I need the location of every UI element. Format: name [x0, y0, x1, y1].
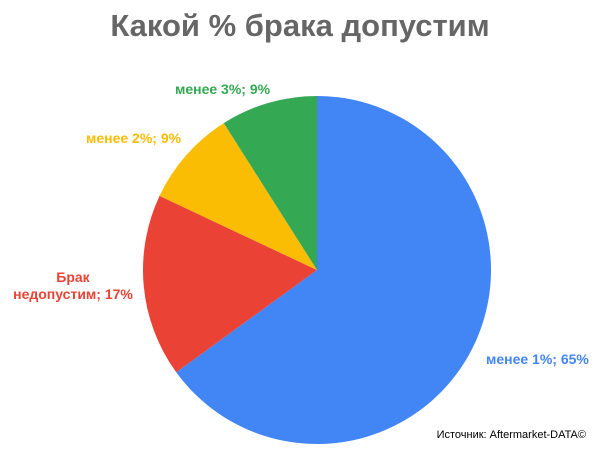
label-less-1pct: менее 1%; 65% — [486, 351, 589, 367]
label-less-2pct: менее 2%; 9% — [86, 130, 182, 146]
source-note: Источник: Aftermarket-DATA© — [436, 429, 586, 441]
chart-title: Какой % брака допустим — [110, 8, 490, 43]
slice-less-1pct — [176, 96, 492, 444]
slice-not-allowed — [142, 195, 317, 373]
slice-less-3pct — [223, 96, 317, 270]
slice-less-2pct — [159, 123, 317, 270]
label-not-allowed-line2: недопустим; 17% — [13, 286, 133, 302]
label-not-allowed-line1: Брак — [56, 269, 90, 285]
label-not-allowed: Брак недопустим; 17% — [10, 269, 136, 303]
label-less-3pct: менее 3%; 9% — [175, 81, 271, 97]
